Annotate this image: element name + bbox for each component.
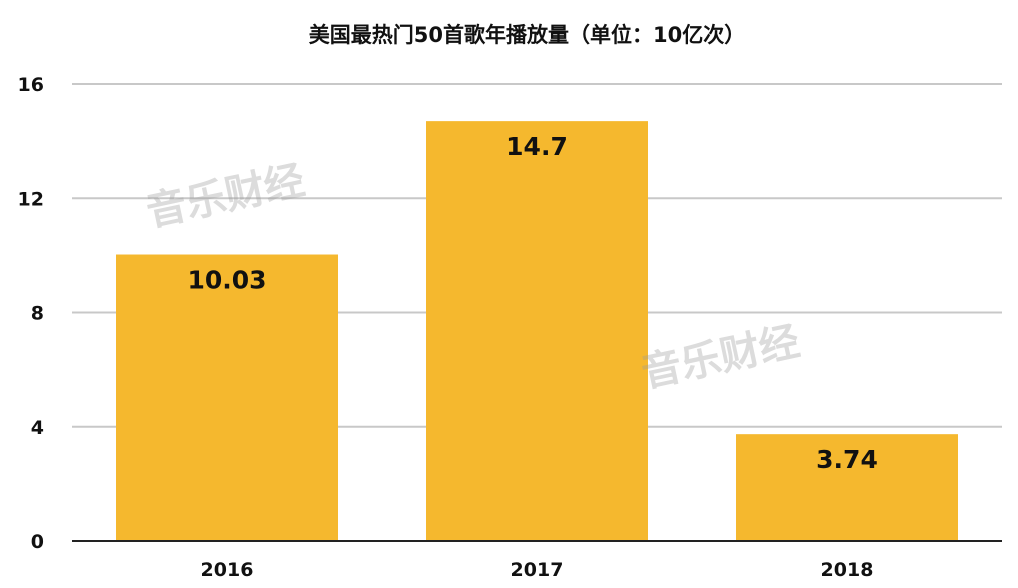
data-label: 14.7 xyxy=(506,132,568,161)
data-label: 3.74 xyxy=(816,445,878,474)
bar-2016 xyxy=(116,254,338,541)
bar-2018 xyxy=(736,434,958,541)
x-tick-label: 2016 xyxy=(201,559,254,581)
chart-title: 美国最热门50首歌年播放量（单位：10亿次） xyxy=(309,23,745,47)
watermark-text: 音乐财经 xyxy=(638,319,804,397)
y-tick-label: 12 xyxy=(18,188,44,210)
bar-2017 xyxy=(426,121,648,541)
y-tick-label: 16 xyxy=(18,74,44,96)
watermark-text: 音乐财经 xyxy=(143,158,309,236)
y-axis-ticks: 0 4 8 12 16 xyxy=(18,74,44,553)
x-tick-label: 2017 xyxy=(511,559,564,581)
y-tick-label: 0 xyxy=(31,531,44,553)
y-tick-label: 4 xyxy=(31,417,44,439)
y-tick-label: 8 xyxy=(31,303,44,325)
x-axis-ticks: 2016 2017 2018 xyxy=(201,559,874,581)
x-tick-label: 2018 xyxy=(821,559,874,581)
data-label: 10.03 xyxy=(187,266,266,295)
bars: 10.03 14.7 3.74 xyxy=(116,121,958,541)
